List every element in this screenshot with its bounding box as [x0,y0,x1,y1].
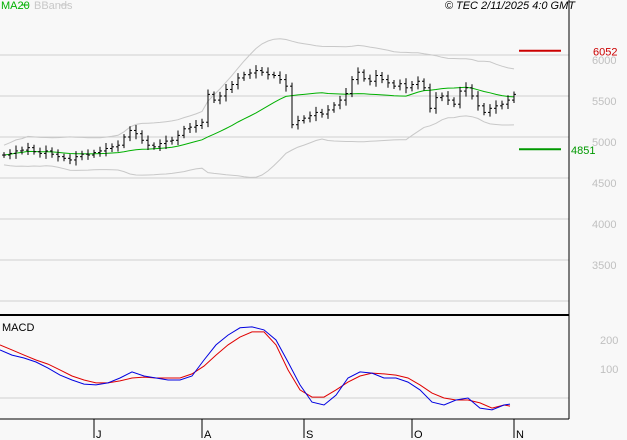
y-tick-label: 6000 [592,55,616,67]
y-tick-label: 5000 [592,137,616,149]
macd-y-tick-label: 200 [600,335,618,347]
signal-line [0,331,511,409]
copyright-timestamp: © TEC 2/11/2025 4:0 GMT [445,0,576,12]
bollinger-lower [3,115,515,178]
y-tick-label: 5500 [592,96,616,108]
y-tick-label: 3500 [592,260,616,272]
x-tick-label: J [96,429,102,440]
support-label: 4851 [571,145,595,157]
x-tick-label: N [516,429,524,440]
y-tick-label: 4000 [592,219,616,231]
macd-line [0,326,511,411]
resistance-label: 6052 [593,47,617,59]
legend-ma20: MA20 [1,0,30,12]
macd-label: MACD [2,322,34,334]
y-tick-label: 4500 [592,178,616,190]
x-tick-label: O [414,429,423,440]
ma20-line [3,86,515,156]
x-tick-label: S [306,429,313,440]
x-tick-label: A [204,429,212,440]
legend-bbands: BBands [34,0,73,12]
bollinger-upper [3,38,515,146]
macd-y-tick-label: 100 [600,364,618,376]
